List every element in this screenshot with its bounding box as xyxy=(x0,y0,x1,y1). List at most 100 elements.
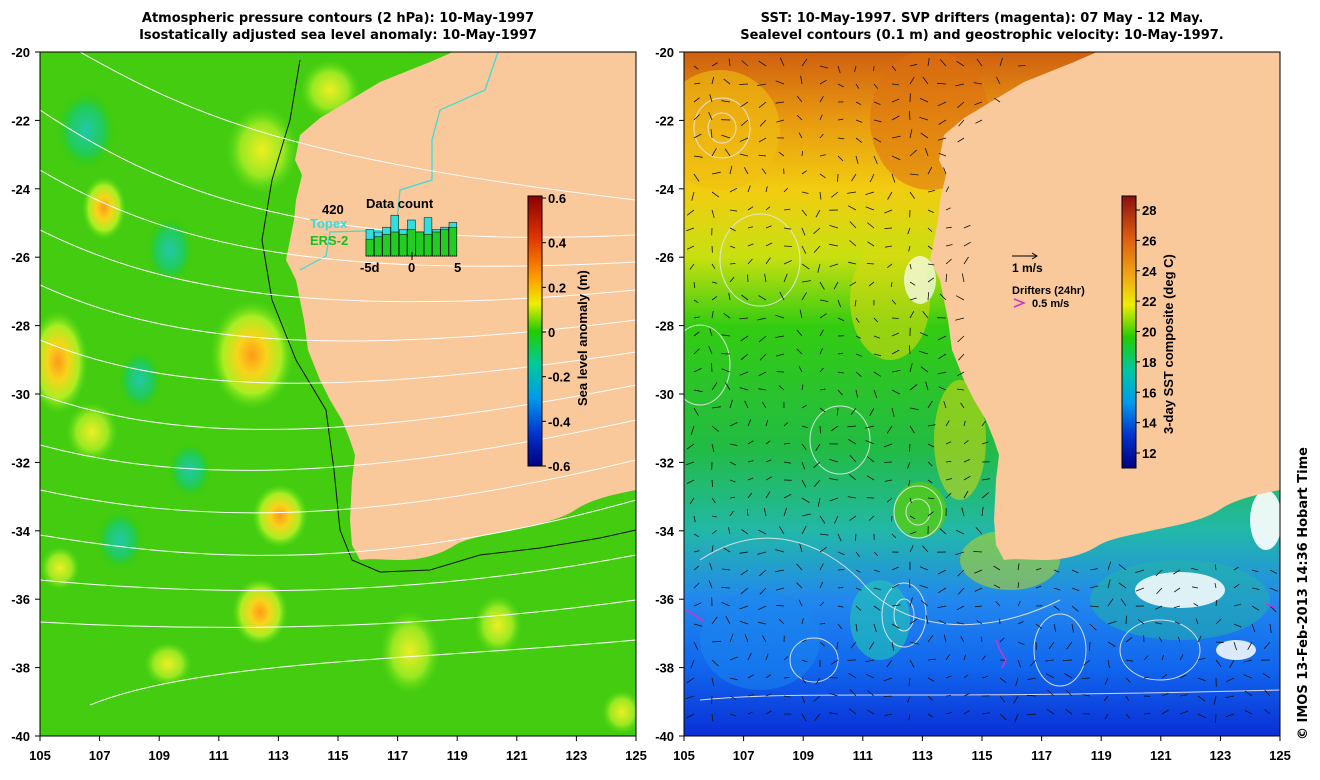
velocity-arrow xyxy=(927,497,935,499)
velocity-arrow xyxy=(747,206,754,211)
velocity-arrow xyxy=(919,584,929,589)
drifter-legend-title: Drifters (24hr) xyxy=(1012,285,1085,297)
velocity-arrow xyxy=(693,641,699,651)
velocity-arrow xyxy=(765,710,772,715)
velocity-arrow xyxy=(729,695,737,700)
velocity-arrow xyxy=(833,281,839,290)
velocity-arrow xyxy=(1062,659,1073,662)
velocity-arrow xyxy=(945,675,952,679)
velocity-arrow xyxy=(708,580,713,589)
sla-colorbar: 0.6 0.4 0.2 0 -0.2 -0.4 -0.6 Sea level anomaly… xyxy=(527,191,590,474)
velocity-arrow xyxy=(999,637,1005,643)
velocity-arrow xyxy=(721,568,731,571)
velocity-arrow xyxy=(711,311,714,319)
sla-blob xyxy=(168,442,212,498)
velocity-arrow xyxy=(1233,641,1237,651)
velocity-arrow xyxy=(909,263,912,270)
velocity-arrow xyxy=(1197,713,1207,719)
velocity-arrow xyxy=(711,545,714,553)
velocity-arrow xyxy=(884,479,893,482)
velocity-arrow xyxy=(891,583,900,589)
velocity-arrow xyxy=(957,569,965,577)
velocity-arrow xyxy=(1215,641,1224,644)
velocity-arrow xyxy=(927,227,933,232)
velocity-arrow xyxy=(1269,605,1277,613)
velocity-arrow xyxy=(775,569,785,573)
left-y-axis: -20 -22 -24 -26 -28 -30 -32 -34 -36 -38 -40 xyxy=(11,45,40,744)
velocity-arrow xyxy=(855,317,860,323)
velocity-arrow xyxy=(739,551,749,554)
left-x-tick-label: 125 xyxy=(625,748,647,763)
velocity-arrow xyxy=(891,349,900,355)
velocity-arrow xyxy=(711,659,719,667)
velocity-arrow xyxy=(1161,709,1169,715)
velocity-arrow xyxy=(907,227,911,235)
velocity-arrow xyxy=(963,420,966,427)
ers2-count-bar xyxy=(382,234,391,257)
velocity-arrow xyxy=(945,207,951,211)
velocity-arrow xyxy=(729,443,738,446)
velocity-arrow xyxy=(927,292,930,301)
right-y-tick-label: -36 xyxy=(655,592,674,607)
velocity-arrow xyxy=(1071,587,1080,592)
left-y-tick-label: -32 xyxy=(11,455,30,470)
velocity-arrow xyxy=(945,441,952,445)
velocity-arrow xyxy=(801,384,804,391)
velocity-arrow xyxy=(1065,689,1073,697)
velocity-arrow xyxy=(819,641,825,647)
velocity-arrow xyxy=(1017,641,1025,646)
velocity-arrow xyxy=(956,605,965,611)
velocity-arrow xyxy=(945,273,948,283)
velocity-arrow xyxy=(739,371,749,376)
velocity-arrow xyxy=(963,256,969,265)
velocity-arrow xyxy=(744,400,749,409)
velocity-arrow xyxy=(927,479,933,484)
velocity-arrow xyxy=(919,97,929,103)
velocity-arrow xyxy=(757,317,767,321)
velocity-arrow xyxy=(1192,586,1199,589)
velocity-arrow xyxy=(837,389,843,396)
velocity-arrow xyxy=(1107,641,1116,647)
velocity-arrow xyxy=(783,260,792,265)
velocity-arrow xyxy=(765,476,772,481)
velocity-arrow xyxy=(1243,659,1253,663)
velocity-arrow xyxy=(1161,654,1164,661)
velocity-arrow xyxy=(709,94,713,103)
velocity-arrow xyxy=(1104,713,1109,720)
velocity-arrow xyxy=(887,263,893,269)
velocity-arrow xyxy=(729,165,733,175)
velocity-arrow xyxy=(724,148,731,157)
geostrophic-velocity-arrows xyxy=(685,57,1278,724)
velocity-arrow xyxy=(693,389,703,393)
velocity-arrow xyxy=(801,227,806,236)
velocity-arrow xyxy=(1065,709,1073,715)
velocity-arrow xyxy=(1143,676,1150,679)
velocity-arrow xyxy=(1017,621,1024,625)
velocity-arrow xyxy=(711,497,716,504)
velocity-arrow xyxy=(819,329,824,337)
velocity-arrow xyxy=(761,401,767,409)
velocity-arrow xyxy=(758,137,767,143)
velocity-arrow xyxy=(819,563,824,571)
velocity-arrow xyxy=(866,690,875,697)
left-y-tick-label: -28 xyxy=(11,319,30,334)
pressure-contour xyxy=(89,639,636,706)
right-y-tick-label: -28 xyxy=(655,319,674,334)
velocity-arrow xyxy=(729,633,734,643)
velocity-arrow xyxy=(891,566,899,571)
velocity-arrow xyxy=(819,581,824,589)
velocity-arrow xyxy=(937,605,947,609)
velocity-arrow xyxy=(938,152,947,157)
velocity-arrow xyxy=(740,569,749,576)
velocity-arrow xyxy=(920,600,929,607)
cloud-gap xyxy=(1216,640,1256,660)
velocity-arrow xyxy=(999,57,1003,67)
velocity-arrow xyxy=(909,618,918,625)
velocity-arrow xyxy=(836,407,839,416)
velocity-arrow xyxy=(744,634,749,643)
velocity-arrow xyxy=(1215,659,1222,667)
velocity-arrow xyxy=(758,154,767,157)
velocity-arrow xyxy=(728,58,731,67)
velocity-arrow xyxy=(834,515,839,524)
velocity-arrow xyxy=(796,95,803,103)
